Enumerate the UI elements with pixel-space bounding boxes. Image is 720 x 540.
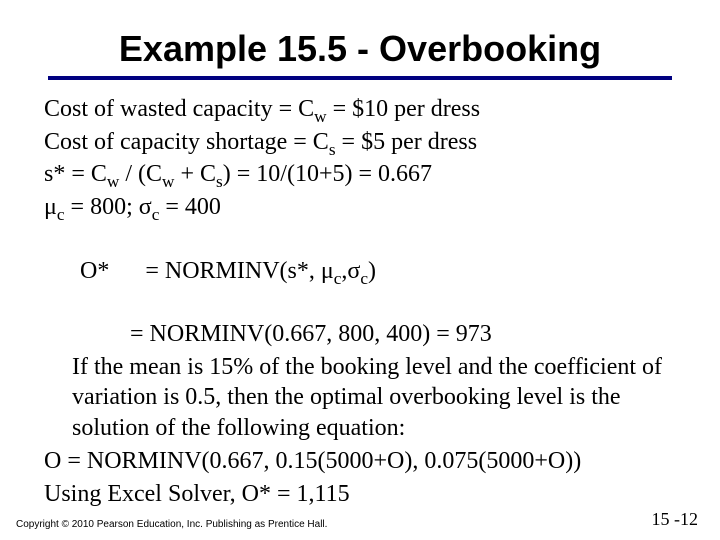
text: Cost of capacity shortage = C — [44, 129, 329, 155]
text: μ — [44, 194, 57, 220]
title-underline — [48, 76, 672, 80]
text: / (C — [119, 161, 162, 187]
text: = $10 per dress — [327, 96, 481, 122]
page-number: 15 -12 — [652, 509, 699, 530]
line-s-star: s* = Cw / (Cw + Cs) = 10/(10+5) = 0.667 — [44, 159, 676, 190]
text: + C — [175, 161, 217, 187]
slide-body: Cost of wasted capacity = Cw = $10 per d… — [0, 94, 720, 509]
text: ) = 10/(10+5) = 0.667 — [223, 161, 432, 187]
line-o-star-2: = NORMINV(0.667, 800, 400) = 973 — [44, 319, 676, 350]
subscript-c: c — [57, 205, 65, 224]
copyright-footer: Copyright © 2010 Pearson Education, Inc.… — [16, 519, 327, 530]
subscript-w: w — [314, 107, 326, 126]
line-cost-shortage: Cost of capacity shortage = Cs = $5 per … — [44, 127, 676, 158]
line-o-star-1: O* = NORMINV(s*, μc,σc) — [44, 225, 676, 317]
subscript-w: w — [162, 172, 174, 191]
subscript-s: s — [216, 172, 223, 191]
text: s* = C — [44, 161, 107, 187]
subscript-c: c — [360, 268, 368, 287]
slide: Example 15.5 - Overbooking Cost of waste… — [0, 0, 720, 540]
line-mu-sigma: μc = 800; σc = 400 — [44, 192, 676, 223]
subscript-w: w — [107, 172, 119, 191]
line-cost-wasted: Cost of wasted capacity = Cw = $10 per d… — [44, 94, 676, 125]
text: ,σ — [341, 258, 360, 284]
line-equation-o: O = NORMINV(0.667, 0.15(5000+O), 0.075(5… — [44, 446, 676, 477]
text: = $5 per dress — [336, 129, 478, 155]
text: O* = NORMINV(s*, μ — [80, 258, 334, 284]
text: Cost of wasted capacity = C — [44, 96, 314, 122]
subscript-s: s — [329, 140, 336, 159]
slide-title: Example 15.5 - Overbooking — [0, 0, 720, 74]
line-solver: Using Excel Solver, O* = 1,115 — [44, 479, 676, 510]
line-explanation: If the mean is 15% of the booking level … — [44, 352, 676, 444]
text: = 800; σ — [65, 194, 152, 220]
text: = 400 — [159, 194, 221, 220]
text: ) — [368, 258, 376, 284]
